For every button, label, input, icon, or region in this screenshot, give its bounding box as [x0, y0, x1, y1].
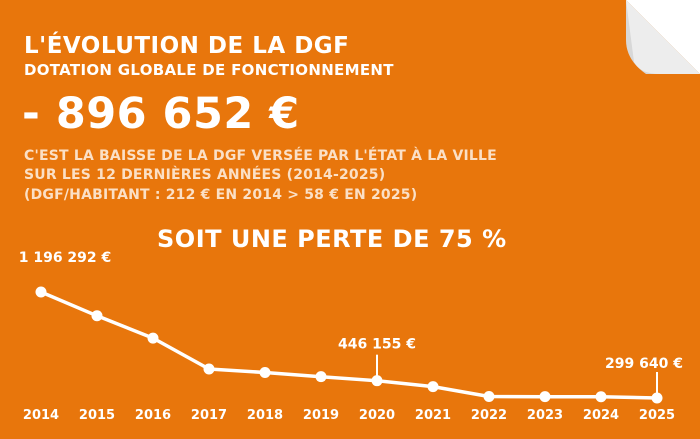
description-line-1: C'EST LA BAISSE DE LA DGF VERSÉE PAR L'É… [24, 148, 497, 164]
x-tick-label-2016: 2016 [135, 408, 171, 423]
description-line-3: (DGF/HABITANT : 212 € EN 2014 > 58 € EN … [24, 187, 418, 203]
page-title: L'ÉVOLUTION DE LA DGF [24, 33, 350, 59]
loss-headline: SOIT UNE PERTE DE 75 % [157, 225, 507, 253]
x-tick-label-2014: 2014 [23, 408, 59, 423]
x-tick-label-2018: 2018 [247, 408, 283, 423]
x-tick-label-2020: 2020 [359, 408, 395, 423]
data-point-2025 [651, 392, 663, 404]
total-decrease-amount: - 896 652 € [22, 89, 300, 139]
x-tick-label-2025: 2025 [639, 408, 675, 423]
data-point-2023 [539, 391, 551, 403]
data-point-2022 [483, 391, 495, 403]
data-point-2015 [91, 310, 103, 322]
data-point-2020 [371, 375, 383, 387]
description-line-2: SUR LES 12 DERNIÈRES ANNÉES (2014-2025) [24, 167, 386, 183]
x-tick-label-2024: 2024 [583, 408, 619, 423]
data-point-2024 [595, 391, 607, 403]
page-fold-shadow [626, 0, 700, 74]
x-tick-label-2021: 2021 [415, 408, 451, 423]
x-tick-label-2017: 2017 [191, 408, 227, 423]
page-subtitle: DOTATION GLOBALE DE FONCTIONNEMENT [24, 61, 394, 79]
x-tick-label-2019: 2019 [303, 408, 339, 423]
x-tick-label-2022: 2022 [471, 408, 507, 423]
data-point-2014 [35, 286, 47, 298]
series-line [39, 290, 659, 400]
data-point-2017 [203, 363, 215, 375]
data-point-2021 [427, 381, 439, 393]
data-label-2020: 446 155 € [338, 337, 416, 353]
data-point-2018 [259, 367, 271, 379]
data-label-2014: 1 196 292 € [19, 250, 112, 266]
data-point-2019 [315, 371, 327, 383]
x-tick-label-2015: 2015 [79, 408, 115, 423]
data-label-2025: 299 640 € [605, 356, 683, 372]
data-point-2016 [147, 332, 159, 344]
x-tick-label-2023: 2023 [527, 408, 563, 423]
